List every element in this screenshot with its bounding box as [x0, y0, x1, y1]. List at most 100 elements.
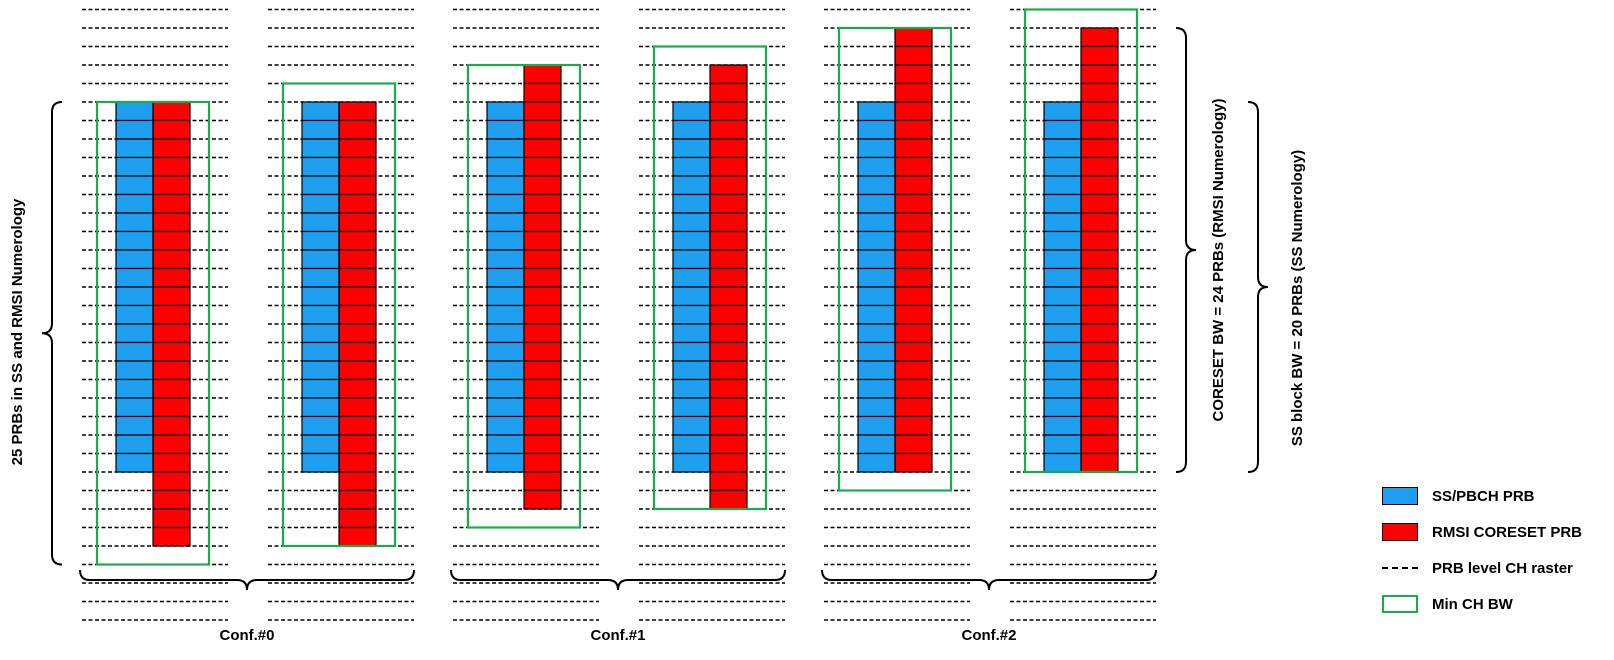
coreset-prb — [894, 452, 933, 473]
configuration-brace — [821, 569, 1157, 591]
ss-pbch-prb — [115, 434, 154, 455]
coreset-prb — [523, 471, 562, 492]
ss-pbch-prb — [301, 415, 340, 436]
ss-pbch-prb — [857, 230, 896, 251]
coreset-prb — [894, 397, 933, 418]
coreset-prb — [152, 156, 191, 177]
ss-pbch-prb — [115, 212, 154, 233]
coreset-prb — [1080, 193, 1119, 214]
coreset-prb — [152, 360, 191, 381]
coreset-prb — [1080, 230, 1119, 251]
coreset-prb — [894, 286, 933, 307]
ss-pbch-prb — [301, 286, 340, 307]
ss-pbch-prb — [115, 156, 154, 177]
ss-pbch-prb — [486, 378, 525, 399]
coreset-prb — [894, 101, 933, 122]
coreset-prb — [1080, 434, 1119, 455]
coreset-prb — [152, 471, 191, 492]
coreset-prb — [894, 119, 933, 140]
coreset-prb — [1080, 101, 1119, 122]
ss-pbch-prb — [1043, 452, 1082, 473]
coreset-prb — [338, 415, 377, 436]
ss-pbch-prb — [301, 212, 340, 233]
coreset-prb — [338, 286, 377, 307]
ss-pbch-prb — [1043, 267, 1082, 288]
bandwidth-brace — [1247, 101, 1269, 473]
coreset-prb — [1080, 415, 1119, 436]
ss-pbch-prb — [301, 193, 340, 214]
coreset-prb — [523, 415, 562, 436]
configuration-label: Conf.#0 — [219, 627, 274, 644]
coreset-prb — [1080, 249, 1119, 270]
coreset-prb — [523, 82, 562, 103]
coreset-prb — [709, 304, 748, 325]
coreset-prb — [894, 378, 933, 399]
ss-pbch-prb — [672, 212, 711, 233]
raster-swatch — [1382, 567, 1418, 569]
ss-pbch-prb — [857, 452, 896, 473]
legend-item-min-ch-bw: Min CH BW — [1382, 594, 1612, 614]
ss-pbch-prb — [857, 397, 896, 418]
configuration-label: Conf.#2 — [961, 627, 1016, 644]
ss-pbch-prb — [115, 397, 154, 418]
coreset-prb — [894, 212, 933, 233]
coreset-prb — [523, 101, 562, 122]
ss-pbch-prb — [301, 378, 340, 399]
labels: 25 PRBs in SS and RMSI Numerology CORESE… — [9, 99, 1306, 644]
ss-pbch-prb — [115, 304, 154, 325]
ss-pbch-prb — [301, 341, 340, 362]
ss-pbch-prb — [672, 360, 711, 381]
coreset-prb — [338, 212, 377, 233]
left-brace-label: 25 PRBs in SS and RMSI Numerology — [9, 198, 26, 465]
coreset-prb — [894, 193, 933, 214]
coreset-prb — [338, 471, 377, 492]
coreset-prb — [152, 267, 191, 288]
legend-item-coreset: RMSI CORESET PRB — [1382, 522, 1612, 542]
prb-raster-lines — [82, 8, 1156, 621]
coreset-prb — [338, 249, 377, 270]
coreset-prb — [152, 489, 191, 510]
coreset-prb — [523, 267, 562, 288]
ss-pbch-prb — [857, 415, 896, 436]
ss-pbch-prb — [672, 341, 711, 362]
coreset-prb — [152, 119, 191, 140]
ss-pbch-prb — [301, 138, 340, 159]
coreset-prb — [338, 138, 377, 159]
bandwidth-brace — [1175, 27, 1197, 473]
ss-pbch-prb — [486, 119, 525, 140]
coreset-prb — [1080, 212, 1119, 233]
ss-pbch-prb — [857, 249, 896, 270]
ss-pbch-prb — [1043, 323, 1082, 344]
coreset-prb — [1080, 397, 1119, 418]
ss-pbch-prb — [1043, 378, 1082, 399]
ss-pbch-prb — [115, 415, 154, 436]
min-ch-bw-box — [281, 82, 397, 548]
legend-item-ss-pbch: SS/PBCH PRB — [1382, 486, 1612, 506]
ss-pbch-prb — [672, 193, 711, 214]
ss-pbch-prb — [115, 452, 154, 473]
ss-pbch-prb — [301, 323, 340, 344]
coreset-prb — [709, 323, 748, 344]
ss-pbch-prb — [301, 304, 340, 325]
coreset-prb — [338, 175, 377, 196]
coreset-prb — [894, 249, 933, 270]
ss-pbch-prb — [486, 249, 525, 270]
coreset-prb — [152, 323, 191, 344]
ss-pbch-prb — [857, 341, 896, 362]
coreset-prb — [338, 341, 377, 362]
coreset-prb — [894, 45, 933, 66]
coreset-prb — [523, 434, 562, 455]
ss-pbch-prb — [301, 101, 340, 122]
ss-pbch-swatch — [1382, 487, 1418, 505]
configuration-brace — [450, 569, 786, 591]
ss-pbch-prb — [301, 397, 340, 418]
coreset-prb — [338, 193, 377, 214]
coreset-prb — [1080, 286, 1119, 307]
coreset-prb — [1080, 82, 1119, 103]
coreset-prb — [894, 360, 933, 381]
coreset-prb — [523, 378, 562, 399]
coreset-prb — [152, 434, 191, 455]
legend-label: SS/PBCH PRB — [1432, 487, 1535, 505]
ss-pbch-prb — [672, 415, 711, 436]
coreset-prb — [1080, 138, 1119, 159]
